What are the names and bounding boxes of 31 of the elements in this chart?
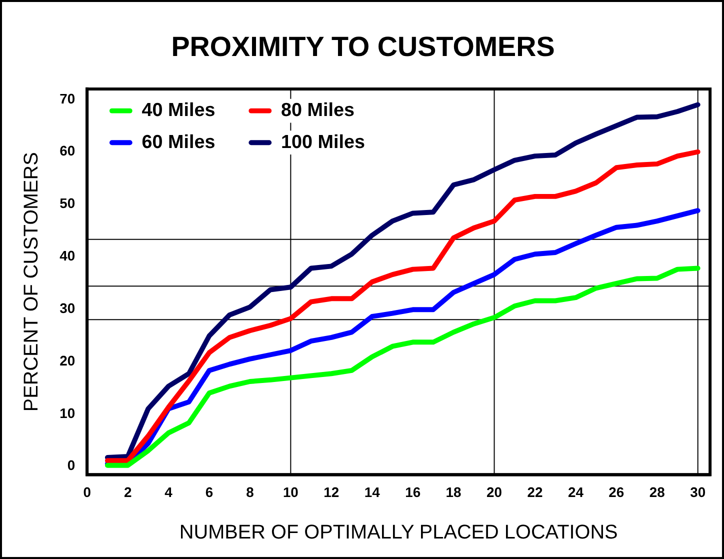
x-tick-label: 26 [608,484,624,500]
y-tick-label: 70 [60,90,76,106]
x-tick-label: 22 [527,484,543,500]
x-tick-label: 16 [405,484,421,500]
legend-label: 100 Miles [281,130,365,152]
y-tick-label: 50 [60,195,76,212]
legend-label: 60 Miles [142,130,216,152]
y-tick-label: 20 [60,352,76,368]
x-tick-label: 18 [446,484,462,500]
x-tick-label: 4 [164,484,173,500]
x-tick-label: 12 [324,484,340,500]
legend-label: 80 Miles [281,99,354,120]
x-tick-label: 8 [246,484,254,500]
y-tick-label: 30 [60,300,76,316]
x-tick-label: 30 [690,484,706,500]
x-tick-label: 14 [364,484,380,500]
x-tick-label: 0 [83,484,92,500]
y-tick-label: 0 [67,457,76,474]
y-tick-label: 60 [60,142,76,159]
x-tick-label: 10 [282,484,299,500]
x-tick-label: 24 [568,484,584,500]
y-tick-label: 40 [60,248,76,264]
y-tick-label: 10 [60,404,76,421]
legend-label: 40 Miles [142,99,216,120]
x-axis-title: NUMBER OF OPTIMALLY PLACED LOCATIONS [179,522,618,544]
x-tick-label: 28 [649,484,666,500]
chart-title: PROXIMITY TO CUSTOMERS [171,31,555,62]
x-tick-label: 20 [486,484,502,500]
y-axis-title: PERCENT OF CUSTOMERS [20,152,42,412]
x-tick-label: 6 [205,484,214,500]
x-tick-label: 2 [124,484,132,500]
